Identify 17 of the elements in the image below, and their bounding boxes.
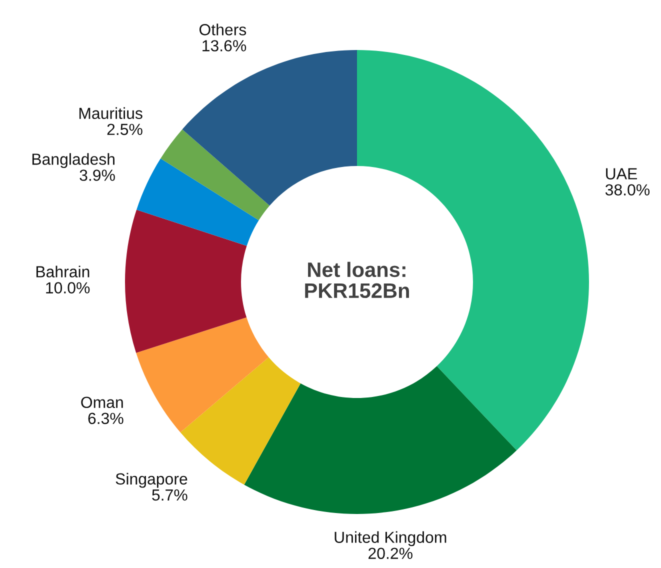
slice-label: United Kingdom [334, 531, 446, 546]
slice-label: Bahrain [36, 266, 90, 278]
slice-label: Singapore [116, 472, 188, 488]
data-label: 5.7% [152, 489, 188, 501]
data-label: 13.6% [202, 40, 246, 52]
text: Net loans: PKR152Bn [305, 262, 409, 298]
slice-label: Others [199, 24, 246, 36]
data-label: 20.2% [368, 548, 412, 560]
slice-label: Bangladesh [32, 153, 114, 168]
slice-label: Oman [81, 396, 123, 408]
data-label: 10.0% [46, 282, 90, 294]
data-label: 3.9% [80, 170, 115, 181]
data-label: 6.3% [88, 412, 124, 424]
data-label: 38.0% [605, 184, 650, 196]
slice-label: UAE [606, 168, 637, 180]
slice-label: Mauritius [79, 107, 142, 120]
data-label: 2.5% [107, 124, 142, 136]
